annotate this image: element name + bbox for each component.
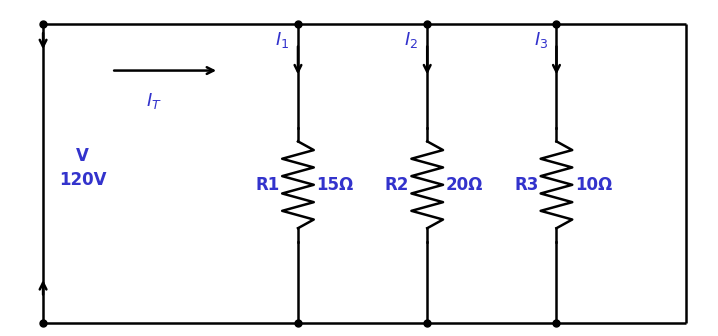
Text: $I_{2}$: $I_{2}$ [404,30,419,50]
Text: R3: R3 [514,176,538,194]
Text: 10Ω: 10Ω [575,176,612,194]
Text: R2: R2 [385,176,409,194]
Text: $I_T$: $I_T$ [146,91,162,111]
Text: $I_{1}$: $I_{1}$ [275,30,289,50]
Text: $I_{3}$: $I_{3}$ [533,30,548,50]
Text: 20Ω: 20Ω [446,176,483,194]
Text: 15Ω: 15Ω [317,176,354,194]
Text: V
120V: V 120V [59,147,106,189]
Text: R1: R1 [256,176,280,194]
